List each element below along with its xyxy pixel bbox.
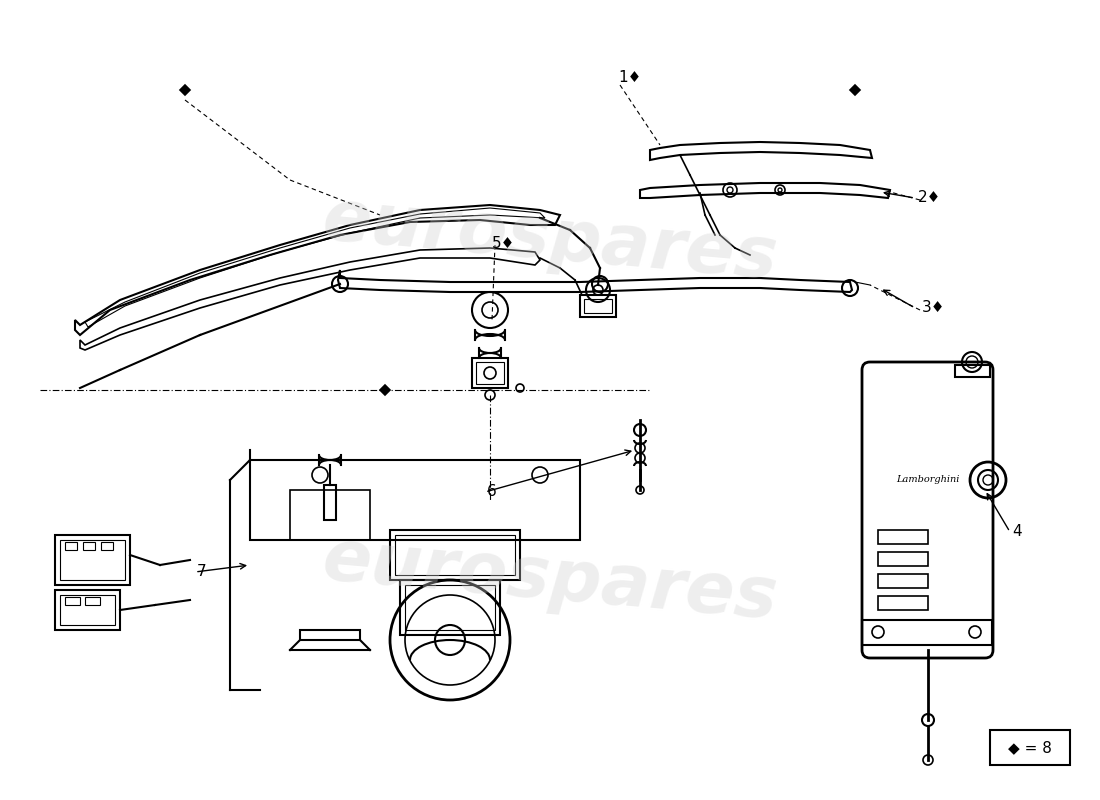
Bar	[324, 485, 336, 520]
Text: eurospares: eurospares	[319, 186, 781, 294]
Polygon shape	[379, 385, 390, 395]
Bar	[862, 620, 992, 645]
Text: 5♦: 5♦	[492, 235, 515, 250]
Bar	[65, 597, 80, 605]
Bar	[82, 542, 95, 550]
Bar	[60, 595, 116, 625]
Text: Lamborghini: Lamborghini	[896, 475, 959, 485]
Bar	[472, 358, 508, 388]
Text: 3♦: 3♦	[922, 301, 945, 315]
Text: 6: 6	[487, 485, 497, 499]
Bar	[55, 590, 120, 630]
Bar	[400, 580, 500, 635]
Bar	[878, 574, 928, 588]
Text: 1♦: 1♦	[618, 70, 641, 86]
Bar	[390, 530, 520, 580]
Bar	[878, 596, 928, 610]
Bar	[955, 365, 990, 377]
Bar	[476, 362, 504, 384]
Bar	[65, 542, 77, 550]
Bar	[878, 530, 928, 544]
Text: 4: 4	[1012, 525, 1022, 539]
Text: ◆ = 8: ◆ = 8	[1008, 740, 1052, 755]
FancyBboxPatch shape	[862, 362, 993, 658]
Bar	[101, 542, 113, 550]
Polygon shape	[180, 85, 190, 95]
Bar	[300, 630, 360, 640]
Polygon shape	[850, 85, 860, 95]
Text: 7: 7	[197, 565, 207, 579]
Bar	[584, 299, 612, 313]
Bar	[405, 585, 495, 630]
Text: 2♦: 2♦	[918, 190, 942, 206]
Bar	[990, 730, 1070, 765]
Bar	[878, 552, 928, 566]
Bar	[55, 535, 130, 585]
Bar	[60, 540, 125, 580]
Bar	[580, 295, 616, 317]
Text: eurospares: eurospares	[319, 526, 781, 634]
Bar	[85, 597, 100, 605]
Bar	[395, 535, 515, 575]
